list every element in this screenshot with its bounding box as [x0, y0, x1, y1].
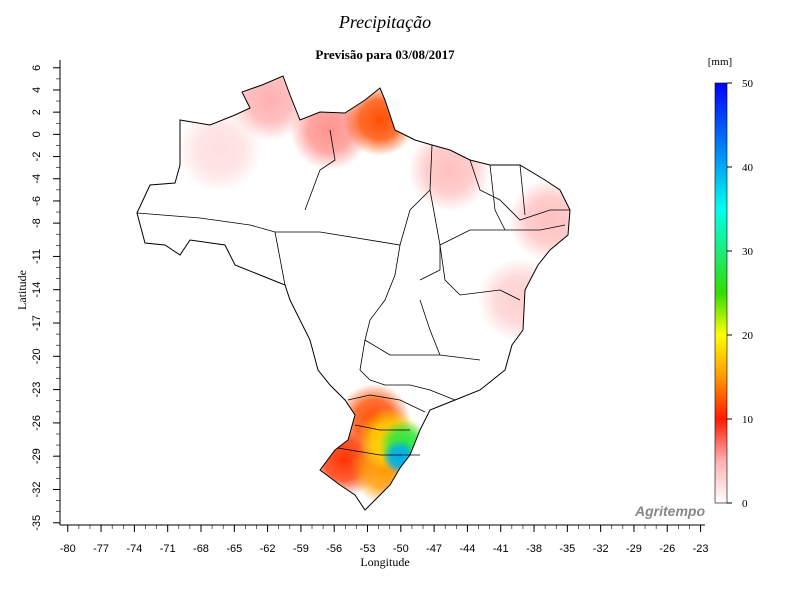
x-tick-label: -38 [526, 543, 542, 555]
y-tick-label: 0 [31, 131, 43, 137]
colorbar-label: [mm] [708, 56, 732, 68]
y-tick-label: -35 [31, 515, 43, 531]
colorbar-tick-label: 30 [742, 246, 754, 258]
y-tick-label: -4 [31, 174, 43, 184]
y-tick-label: 6 [31, 65, 43, 71]
watermark: Agritempo [634, 503, 705, 519]
x-tick-label: -23 [693, 543, 709, 555]
x-axis-label: Longitude [360, 555, 409, 569]
precip-hotspot [508, 178, 570, 262]
x-tick-label: -65 [226, 543, 242, 555]
x-tick-label: -56 [326, 543, 342, 555]
map-title: Precipitação [338, 12, 431, 32]
colorbar-tick-label: 50 [742, 78, 754, 90]
x-tick-label: -68 [193, 543, 209, 555]
x-tick-label: -35 [559, 543, 575, 555]
x-tick-label: -41 [493, 543, 509, 555]
x-tick-label: -74 [126, 543, 142, 555]
y-tick-label: -11 [31, 249, 43, 264]
y-tick-label: 2 [31, 109, 43, 115]
x-tick-label: -44 [459, 543, 475, 555]
colorbar-tick-label: 40 [742, 162, 754, 174]
colorbar-tick-label: 10 [742, 414, 754, 426]
y-axis-label: Latitude [15, 270, 29, 310]
y-tick-label: -23 [31, 382, 43, 398]
y-tick-label: -2 [31, 152, 43, 162]
y-tick-label: 4 [31, 87, 43, 93]
x-tick-label: -26 [659, 543, 675, 555]
x-tick-label: -50 [393, 543, 409, 555]
state-borders [136, 75, 571, 511]
x-tick-label: -29 [626, 543, 642, 555]
x-tick-label: -77 [93, 543, 109, 555]
y-tick-label: -14 [31, 282, 43, 298]
x-tick-label: -62 [260, 543, 276, 555]
x-tick-label: -59 [293, 543, 309, 555]
y-tick-label: -32 [31, 482, 43, 498]
x-tick-label: -53 [360, 543, 376, 555]
colorbar-tick-label: 20 [742, 330, 754, 342]
colorbar-tick-label: 0 [742, 498, 748, 510]
y-tick-label: -17 [31, 315, 43, 331]
y-tick-label: -29 [31, 448, 43, 464]
y-tick-label: -26 [31, 415, 43, 431]
x-tick-label: -32 [593, 543, 609, 555]
y-tick-label: -20 [31, 348, 43, 364]
x-tick-label: -80 [60, 543, 76, 555]
precip-hotspot [343, 83, 416, 156]
y-tick-label: -8 [31, 218, 43, 228]
map-subtitle: Previsão para 03/08/2017 [315, 47, 455, 62]
colorbar [714, 82, 728, 504]
y-tick-label: -6 [31, 196, 43, 206]
x-tick-label: -47 [426, 543, 442, 555]
x-tick-label: -71 [160, 543, 176, 555]
